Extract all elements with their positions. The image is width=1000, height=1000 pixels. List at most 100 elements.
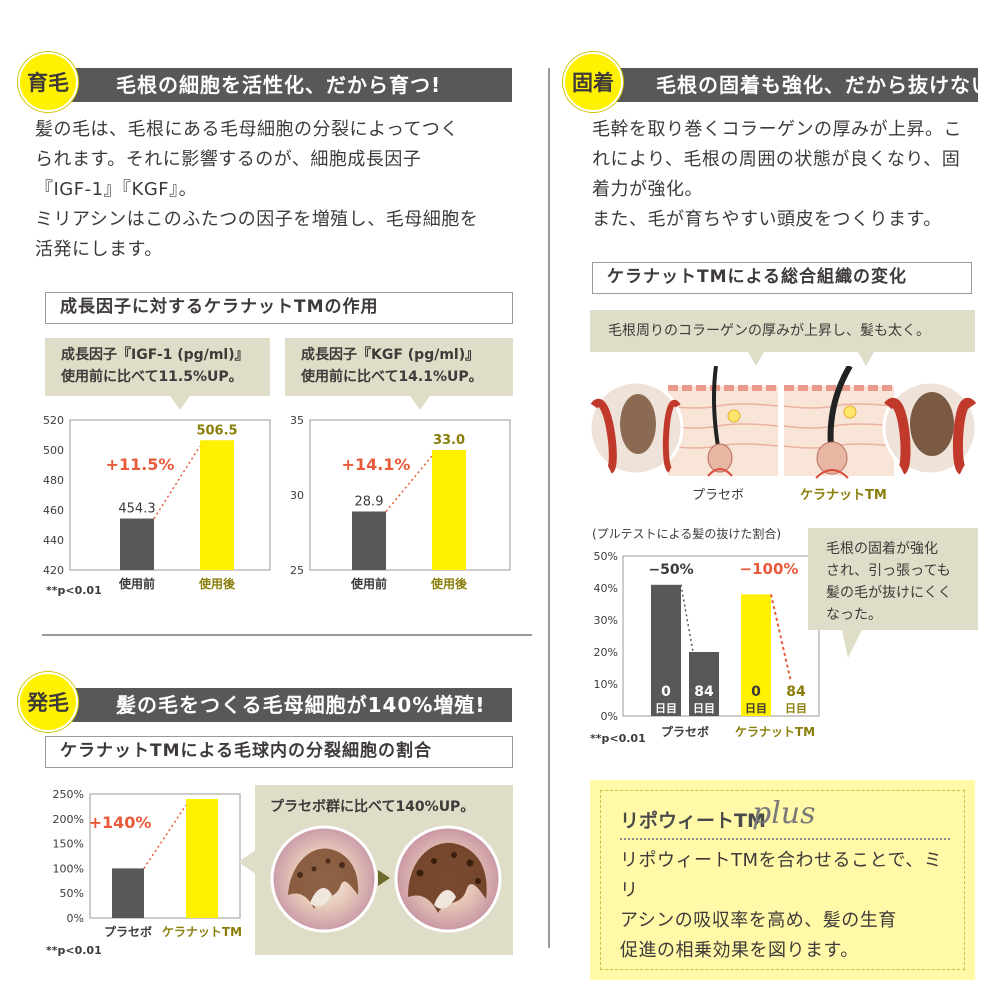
- y-tick-label: 200%: [53, 813, 84, 826]
- fix-section-title: 毛根の固着も強化、だから抜けない!: [600, 68, 1000, 102]
- growth-badge: 育毛: [18, 52, 78, 112]
- y-tick-label: 440: [43, 534, 64, 547]
- arrow-right-icon: [378, 870, 390, 886]
- x-tick-label: ケラナットTM: [162, 925, 242, 939]
- bar: [186, 798, 218, 918]
- fix-body-text: 毛幹を取り巻くコラーゲンの厚みが上昇。こ れにより、毛根の周囲の状態が良くなり、…: [592, 119, 962, 230]
- hair-badge: 発毛: [18, 672, 78, 732]
- lipowheat-divider: [620, 838, 950, 840]
- pull-test-chart: 0% 10% 20% 30% 40% 50% 0 日目 84 日目 0 日目 84 日目 −50% −100%…: [594, 550, 820, 739]
- y-tick-label: 500: [43, 444, 64, 457]
- igf1-callout: 成長因子『IGF-1 (pg/ml)』 使用前に比べて11.5%UP。: [45, 338, 270, 396]
- bar: [741, 594, 771, 716]
- bar-day-number: 0: [751, 684, 761, 700]
- x-tick-label: 使用前: [350, 576, 387, 591]
- kgf-callout-tail: [410, 396, 430, 410]
- growth-subheader: 成長因子に対するケラナットTMの作用: [45, 292, 513, 324]
- decrease-annotation: −100%: [740, 560, 799, 578]
- igf1-callout-tail: [170, 396, 190, 410]
- lipowheat-body: リポウィートTMを合わせることで、ミリ アシンの吸収率を高め、髪の生育 促進の相…: [620, 850, 943, 961]
- hair-subheader: ケラナットTMによる毛球内の分裂細胞の割合: [45, 736, 513, 768]
- chart-frame: [309, 419, 511, 571]
- bar-value-label: 33.0: [433, 433, 465, 448]
- bar: [432, 450, 466, 570]
- increase-annotation: +140%: [89, 813, 152, 832]
- bar: [651, 584, 681, 716]
- kgf-callout: 成長因子『KGF (pg/ml)』 使用前に比べて14.1%UP。: [285, 338, 513, 396]
- igf1-chart: 420 440 460 480 500 520 454.3 使用前 506.5 使用後 +11.5%: [43, 414, 271, 591]
- y-tick-label: 35: [290, 414, 304, 427]
- increase-annotation: +14.1%: [342, 455, 411, 474]
- bar-day-number: 0: [661, 684, 671, 700]
- growth-body-text: 髪の毛は、毛根にある毛母細胞の分裂によってつく られます。それに影響するのが、細…: [35, 119, 479, 260]
- y-tick-label: 0%: [67, 912, 84, 925]
- bar: [352, 511, 386, 570]
- growth-section-title: 毛根の細胞を活性化、だから育つ!: [60, 68, 512, 102]
- fix-subheader: ケラナットTMによる総合組織の変化: [592, 262, 972, 294]
- bar: [200, 440, 234, 570]
- y-tick-label: 20%: [594, 646, 618, 659]
- y-tick-label: 10%: [594, 678, 618, 691]
- growth-pvalue-note: **p<0.01: [46, 584, 102, 597]
- increase-connector: [153, 445, 201, 519]
- y-tick-label: 50%: [594, 550, 618, 563]
- y-tick-label: 250%: [53, 788, 84, 801]
- bar-day-unit: 日目: [745, 702, 767, 715]
- bar: [689, 652, 719, 716]
- pull-callout: 毛根の固着が強化 され、引っ張っても 髪の毛が抜けにくく なった。: [808, 528, 978, 630]
- micrograph-after: [394, 825, 502, 933]
- collagen-callout-tail-left: [748, 352, 764, 366]
- chart-frame: [69, 419, 271, 571]
- y-tick-label: 520: [43, 414, 64, 427]
- kera-illus-label: ケラナットTM: [800, 488, 887, 503]
- lipowheat-title: リポウィートTM: [620, 810, 766, 832]
- x-tick-label: プラセボ: [104, 924, 152, 939]
- decrease-annotation: −50%: [648, 562, 693, 578]
- bar-day-number: 84: [694, 684, 714, 700]
- collagen-callout-text: 毛根周りのコラーゲンの厚みが上昇し、髪も太く。: [608, 323, 930, 339]
- x-tick-label: 使用後: [198, 576, 236, 591]
- increase-connector: [385, 455, 433, 512]
- bar: [112, 868, 144, 918]
- chart-frame: [622, 555, 820, 717]
- x-tick-label: 使用後: [430, 576, 468, 591]
- hair-section-title: 髪の毛をつくる毛母細胞が140%増殖!: [60, 688, 512, 722]
- bar-day-unit: 日目: [785, 702, 807, 715]
- x-tick-label: 使用前: [118, 576, 155, 591]
- y-tick-label: 150%: [53, 838, 84, 851]
- lipowheat-box-border: [600, 790, 965, 970]
- y-tick-label: 100%: [53, 862, 84, 875]
- y-tick-label: 460: [43, 504, 64, 517]
- left-divider: [42, 634, 532, 636]
- bar-day-unit: 日目: [655, 702, 677, 715]
- placebo-illus-label: プラセボ: [692, 488, 745, 503]
- center-divider: [548, 68, 550, 948]
- bar-day-unit: 日目: [693, 702, 715, 715]
- group-label: プラセボ: [661, 724, 709, 739]
- scalp-illustration: [588, 366, 978, 479]
- y-tick-label: 0%: [601, 710, 618, 723]
- lipowheat-title-script: plus: [752, 796, 816, 831]
- fix-pvalue-note: **p<0.01: [590, 732, 646, 745]
- hair-pvalue-note: **p<0.01: [46, 944, 102, 957]
- kgf-chart: 25 30 35 28.9 使用前 33.0 使用後 +14.1%: [290, 414, 511, 591]
- bar-value-label: 506.5: [196, 423, 237, 438]
- pull-test-title: (プルテストによる髪の抜けた割合): [592, 527, 782, 541]
- bar-day-number: 84: [786, 684, 806, 700]
- fix-badge: 固着: [563, 52, 623, 112]
- y-tick-label: 40%: [594, 582, 618, 595]
- mitosis-callout-text: プラセボ群に比べて140%UP。: [270, 799, 475, 815]
- collagen-callout: 毛根周りのコラーゲンの厚みが上昇し、髪も太く。: [590, 310, 975, 352]
- bar-value-label: 454.3: [118, 502, 155, 517]
- y-tick-label: 30%: [594, 614, 618, 627]
- bar-value-label: 28.9: [355, 495, 384, 510]
- decrease-connector: [770, 594, 792, 683]
- y-tick-label: 420: [43, 564, 64, 577]
- y-tick-label: 50%: [60, 887, 84, 900]
- pull-callout-tail: [842, 630, 862, 658]
- decrease-connector: [680, 584, 694, 653]
- y-tick-label: 25: [290, 564, 304, 577]
- mitosis-chart: 0% 50% 100% 150% 200% 250% プラセボ ケラナットTM +140%: [53, 788, 243, 939]
- collagen-callout-tail-right: [858, 352, 874, 366]
- lipowheat-box: [590, 780, 975, 980]
